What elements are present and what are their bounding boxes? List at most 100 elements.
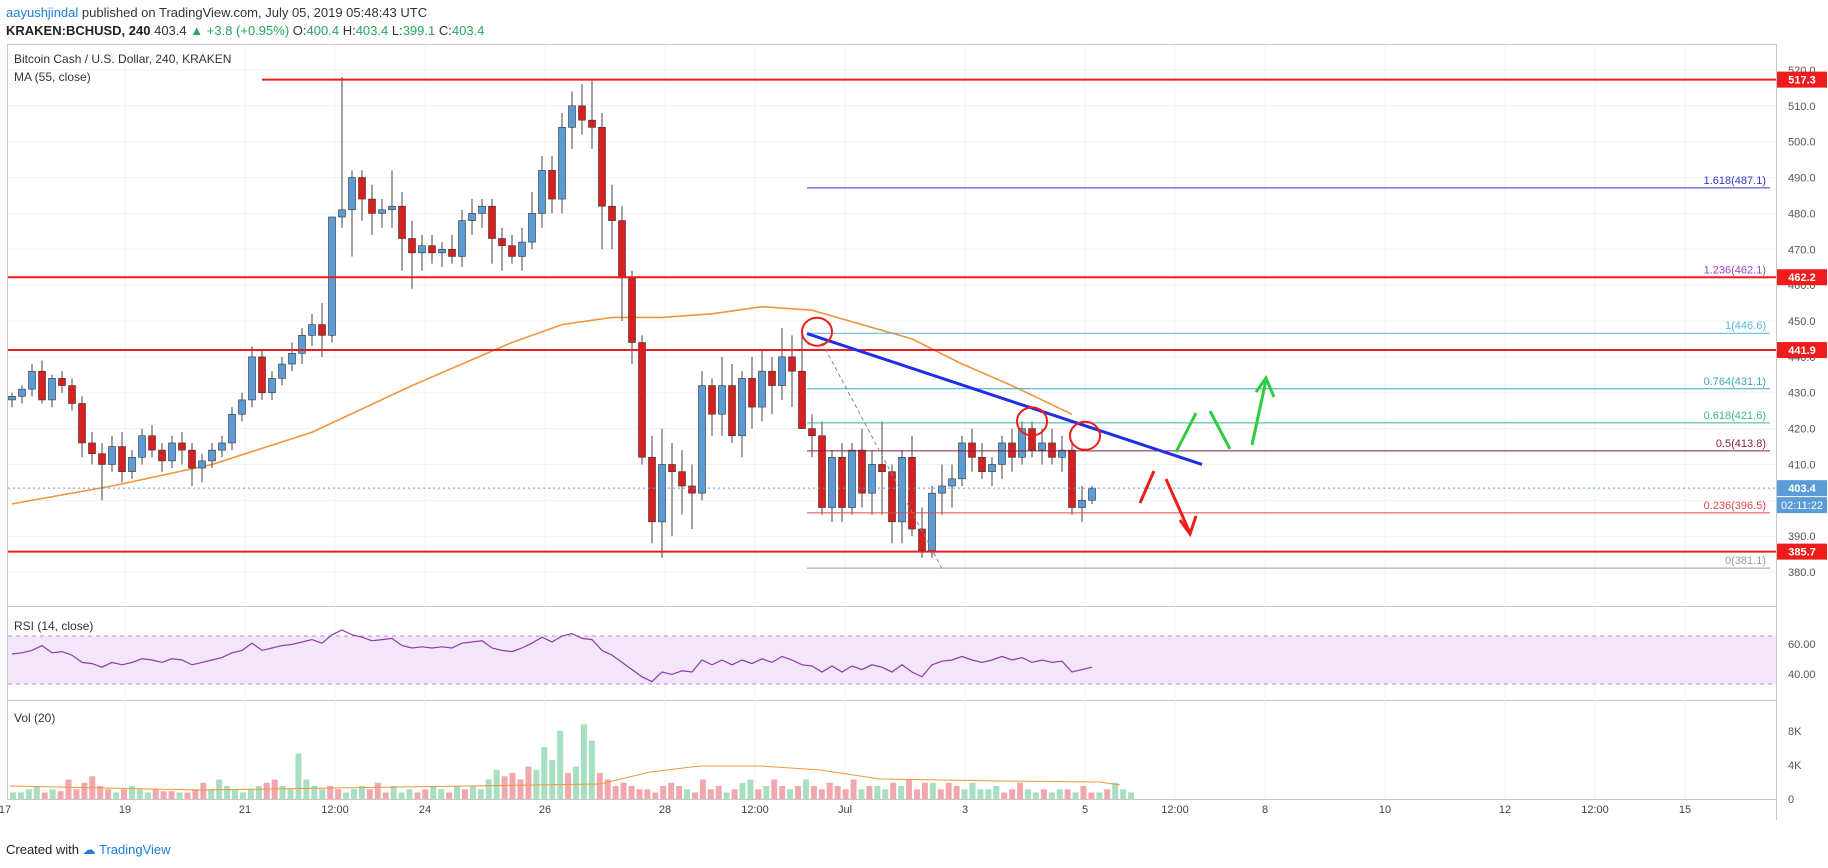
volume-bar <box>652 792 659 799</box>
rsi-tick-40: 40.00 <box>1788 669 1816 681</box>
candle-up <box>218 442 226 451</box>
candle-down <box>878 464 886 472</box>
candle-up <box>238 399 246 415</box>
rsi-legend: RSI (14, close) <box>14 619 93 633</box>
volume-bar <box>858 789 865 799</box>
time-tick: 12:00 <box>1581 804 1609 816</box>
volume-bar <box>937 789 944 799</box>
candle-up <box>28 370 36 390</box>
time-tick: Jul <box>838 804 852 816</box>
volume-bar <box>414 792 421 799</box>
volume-bar <box>691 792 698 799</box>
time-tick: 21 <box>239 804 251 816</box>
candle-up <box>128 456 136 472</box>
candle-down <box>488 205 496 239</box>
candle-up <box>438 248 446 254</box>
volume-bar <box>152 789 159 799</box>
bearish-trend-line <box>806 332 1203 466</box>
volume-bar <box>319 789 326 799</box>
candle-up <box>8 396 16 401</box>
candle-up <box>378 209 386 214</box>
candle-down <box>258 356 266 394</box>
volume-bar <box>1048 792 1055 799</box>
chart-title: Bitcoin Cash / U.S. Dollar, 240, KRAKEN <box>14 52 231 66</box>
level-price-label: 517.3 <box>1788 75 1816 87</box>
current-price-label: 403.4 <box>1788 483 1816 495</box>
volume-bar <box>485 779 492 799</box>
volume-bar <box>105 789 112 799</box>
volume-bar <box>866 786 873 799</box>
candle-down <box>678 471 686 487</box>
volume-bar <box>747 779 754 799</box>
candle-up <box>228 413 236 444</box>
time-tick: 12:00 <box>321 804 349 816</box>
time-tick: 28 <box>659 804 671 816</box>
volume-bar <box>121 789 128 799</box>
volume-bar <box>33 786 40 799</box>
volume-bar <box>731 789 738 799</box>
volume-bar <box>1112 782 1119 799</box>
candle-up <box>138 435 146 458</box>
volume-bar <box>874 786 881 799</box>
volume-bar <box>826 782 833 799</box>
chart-frame <box>7 44 1777 800</box>
volume-bar <box>73 789 80 799</box>
tradingview-link[interactable]: TradingView <box>99 842 171 857</box>
highlight-circle <box>1069 420 1101 451</box>
time-tick: 8 <box>1262 804 1268 816</box>
price-tick: 390.0 <box>1788 531 1816 543</box>
volume-bar <box>549 760 556 799</box>
volume-bar <box>200 782 207 799</box>
candle-up <box>948 478 956 487</box>
symbol[interactable]: KRAKEN:BCHUSD, 240 <box>6 23 151 38</box>
volume-bar <box>596 773 603 799</box>
volume-bar <box>327 786 334 799</box>
volume-bar <box>802 779 809 799</box>
price-axis: 380.0390.0400.0410.0420.0430.0440.0450.0… <box>1777 65 1827 579</box>
rsi-band <box>8 636 1776 684</box>
tradingview-logo-icon: ☁ <box>82 842 96 857</box>
time-tick: 12 <box>1499 804 1511 816</box>
author-link[interactable]: aayushjindal <box>6 5 79 20</box>
candle-up <box>18 388 26 397</box>
candle-up <box>778 356 786 386</box>
volume-bar <box>168 791 175 799</box>
volume-bar <box>985 789 992 799</box>
volume-bar <box>1096 792 1103 799</box>
level-price-tag <box>1777 342 1827 359</box>
candle-down <box>68 385 76 404</box>
volume-bar <box>279 786 286 799</box>
volume-bar <box>850 779 857 799</box>
arrow-down-red <box>1138 470 1156 504</box>
time-tick: 19 <box>119 804 131 816</box>
candle-down <box>728 385 736 437</box>
volume-bar <box>501 776 508 799</box>
fib-level-label: 0.618(421.6) <box>1704 410 1766 422</box>
volume-bar <box>65 779 72 799</box>
candle-down <box>148 435 156 451</box>
candle-down <box>188 449 196 469</box>
arrow-head-green <box>1254 374 1276 398</box>
candle-up <box>568 105 576 128</box>
candle-up <box>988 464 996 472</box>
level-price-tag <box>1777 543 1827 560</box>
volume-bar <box>350 789 357 799</box>
candle-up <box>898 456 906 523</box>
fib-level-label: 1.618(487.1) <box>1704 175 1766 187</box>
candle-down <box>618 220 626 279</box>
arrow-up-green <box>1174 412 1198 453</box>
annotations <box>801 316 1276 569</box>
candle-down <box>578 105 586 121</box>
price-tick: 410.0 <box>1788 459 1816 471</box>
candle-down <box>818 435 826 508</box>
candle-up <box>418 245 426 254</box>
candle-down <box>358 177 366 200</box>
candle-up <box>388 205 396 211</box>
price-chart[interactable]: 1.618(487.1) 1.236(462.1) 1(446.6) 0.764(43… <box>0 0 1828 820</box>
candle-down <box>318 324 326 336</box>
candle-down <box>798 370 806 429</box>
candle-down <box>648 456 656 523</box>
candle-up <box>558 127 566 200</box>
time-tick: 17 <box>0 804 11 816</box>
candle-up <box>538 170 546 214</box>
